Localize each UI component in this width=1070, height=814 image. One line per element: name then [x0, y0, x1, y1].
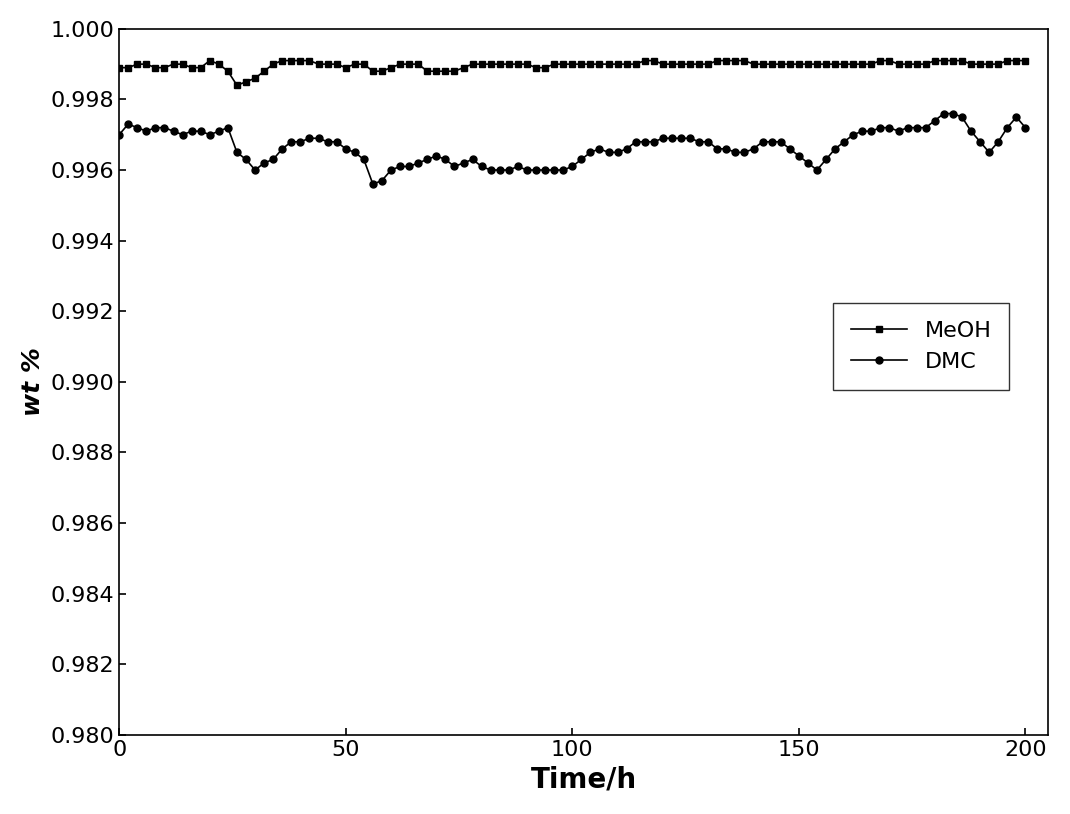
- DMC: [756, 137, 769, 147]
- MeOH: [203, 55, 216, 65]
- MeOH: [765, 59, 778, 69]
- Line: MeOH: MeOH: [116, 57, 1029, 89]
- Y-axis label: wt %: wt %: [20, 348, 45, 416]
- DMC: [937, 108, 950, 118]
- DMC: [801, 158, 814, 168]
- MeOH: [1019, 55, 1031, 65]
- DMC: [366, 179, 379, 189]
- DMC: [339, 144, 352, 154]
- MeOH: [112, 63, 125, 72]
- MeOH: [177, 59, 189, 69]
- DMC: [666, 133, 678, 143]
- DMC: [538, 165, 551, 175]
- Line: DMC: DMC: [116, 110, 1029, 187]
- X-axis label: Time/h: Time/h: [531, 765, 637, 793]
- MeOH: [230, 81, 243, 90]
- MeOH: [357, 59, 370, 69]
- DMC: [177, 130, 189, 140]
- DMC: [112, 130, 125, 140]
- MeOH: [811, 59, 824, 69]
- DMC: [1019, 123, 1031, 133]
- MeOH: [674, 59, 687, 69]
- Legend: MeOH, DMC: MeOH, DMC: [834, 303, 1009, 390]
- MeOH: [548, 59, 561, 69]
